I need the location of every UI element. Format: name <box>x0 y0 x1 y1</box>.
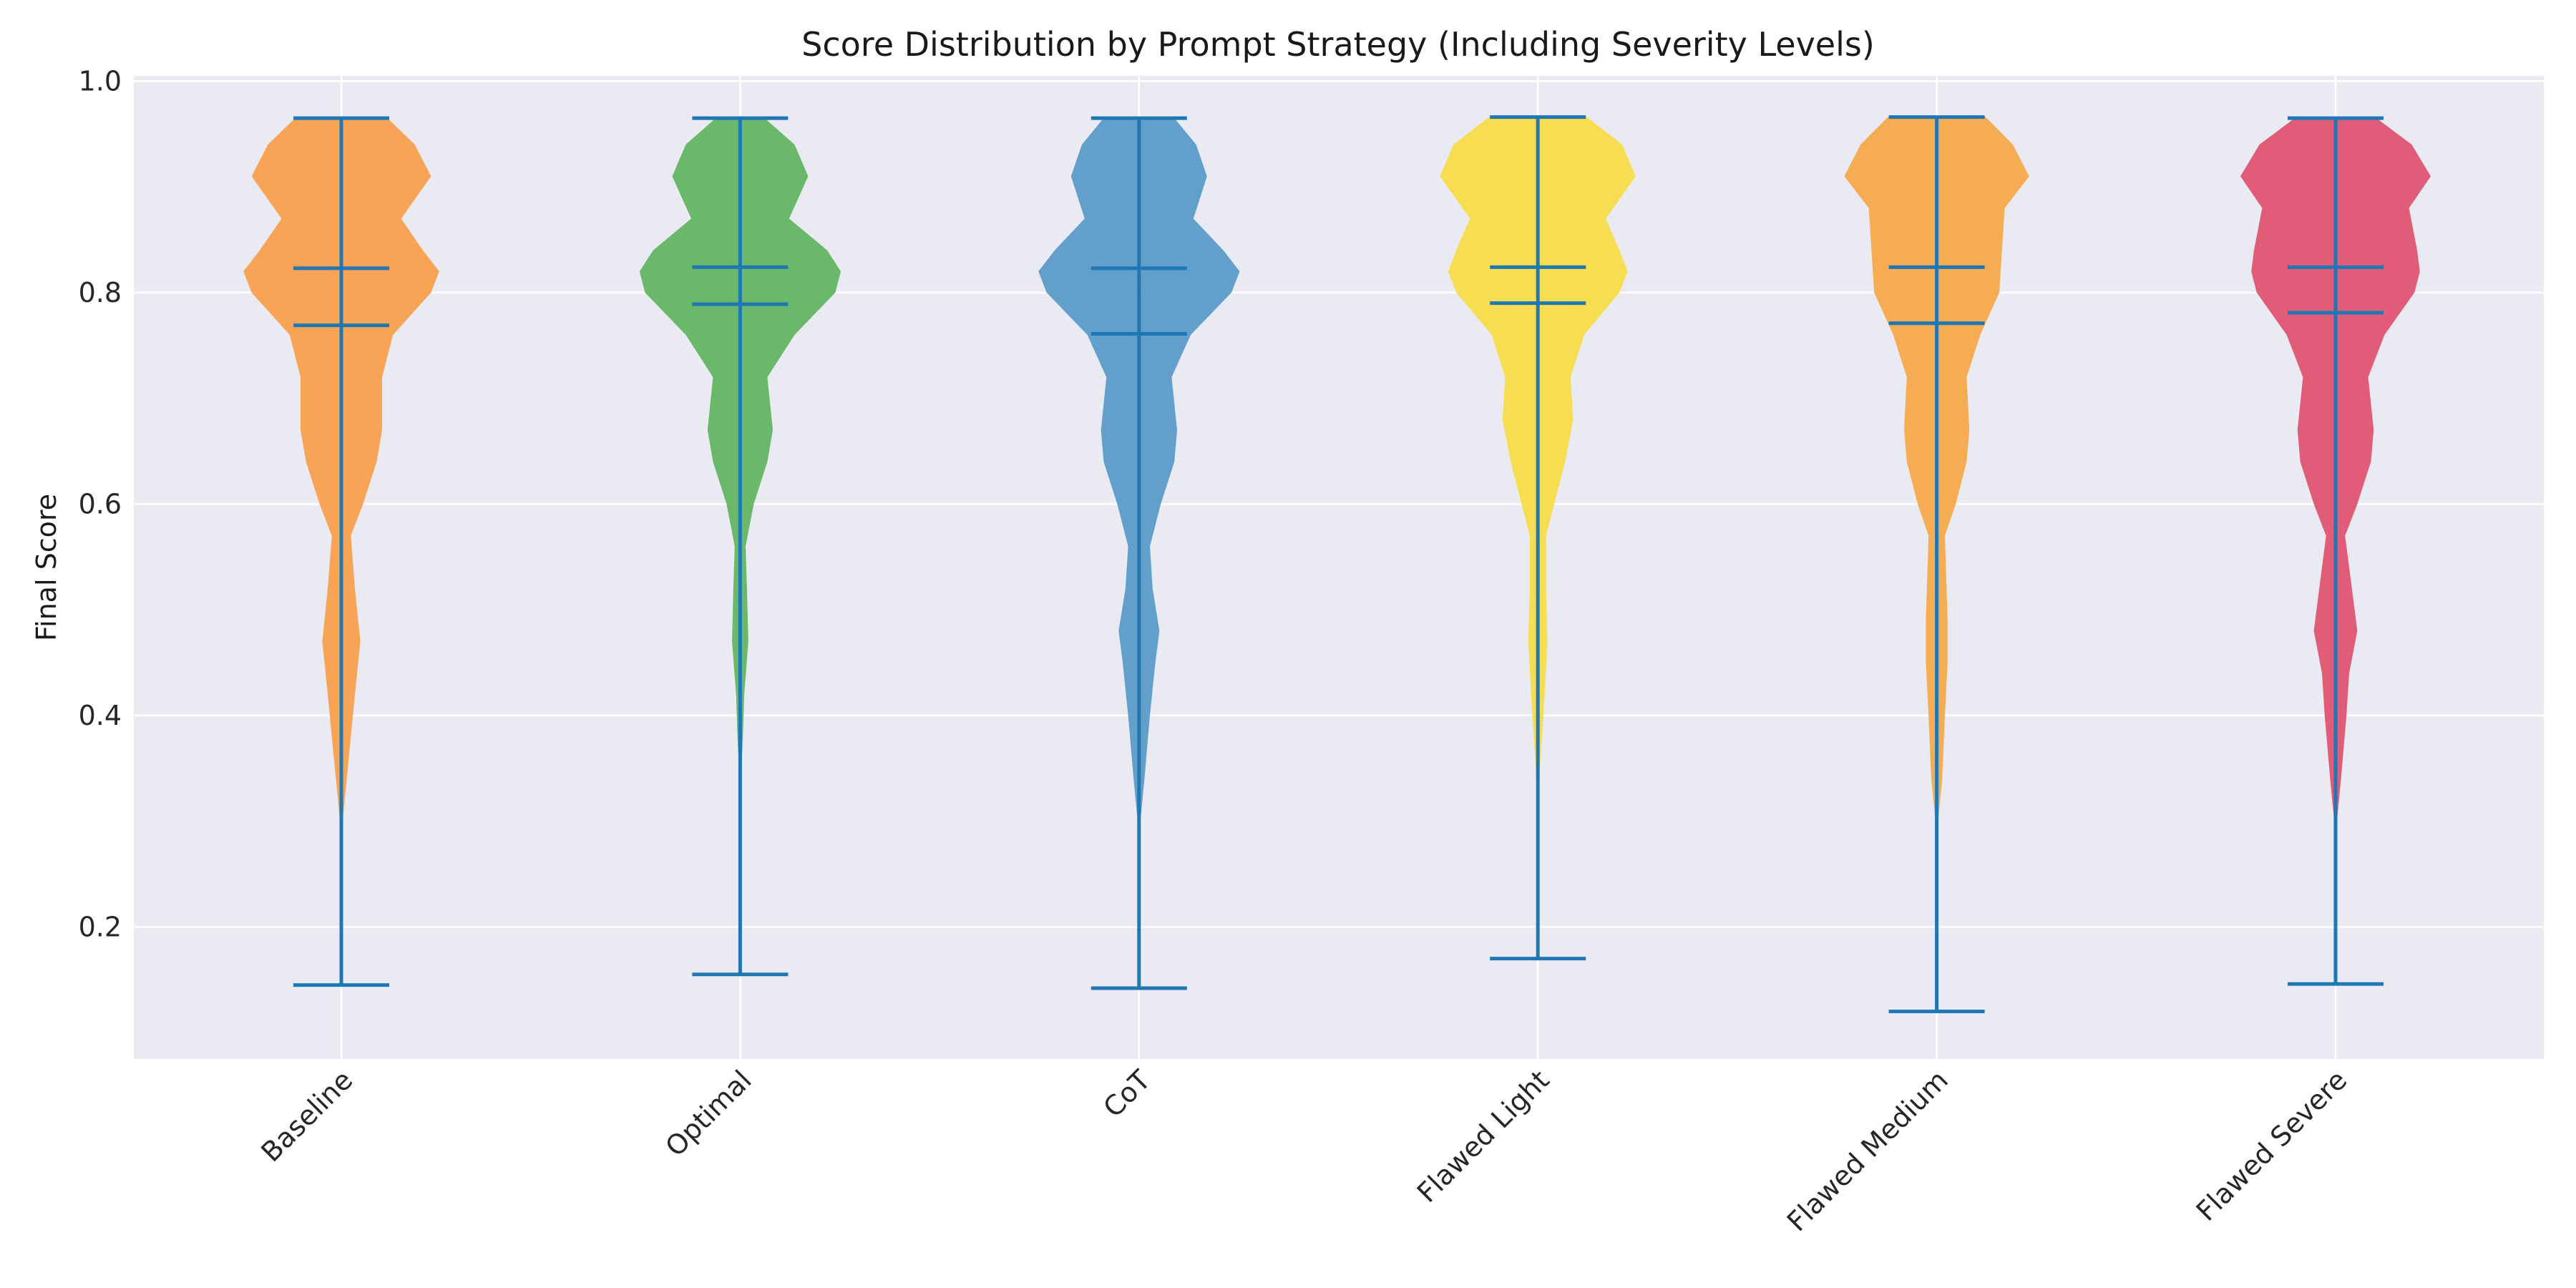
stat-lines <box>293 115 2384 1014</box>
y-tick-label: 0.8 <box>79 277 122 308</box>
y-tick-label: 0.2 <box>79 911 122 942</box>
stat-lines-flawed-severe <box>2288 116 2384 986</box>
stat-lines-cot <box>1091 116 1187 990</box>
y-axis-label: Final Score <box>31 494 62 641</box>
y-tick-label: 0.6 <box>79 488 122 519</box>
plot-area <box>134 76 2544 1059</box>
stat-lines-flawed-light <box>1490 115 1586 961</box>
chart-title: Score Distribution by Prompt Strategy (I… <box>801 25 1875 64</box>
stat-lines-optimal <box>692 116 789 977</box>
y-tick-label: 1.0 <box>79 65 122 97</box>
stat-lines-flawed-medium <box>1888 115 1985 1014</box>
y-tick-label: 0.4 <box>79 700 122 731</box>
stat-lines-baseline <box>293 116 389 987</box>
y-tick-labels: 0.2 0.4 0.6 0.8 1.0 <box>79 65 122 942</box>
